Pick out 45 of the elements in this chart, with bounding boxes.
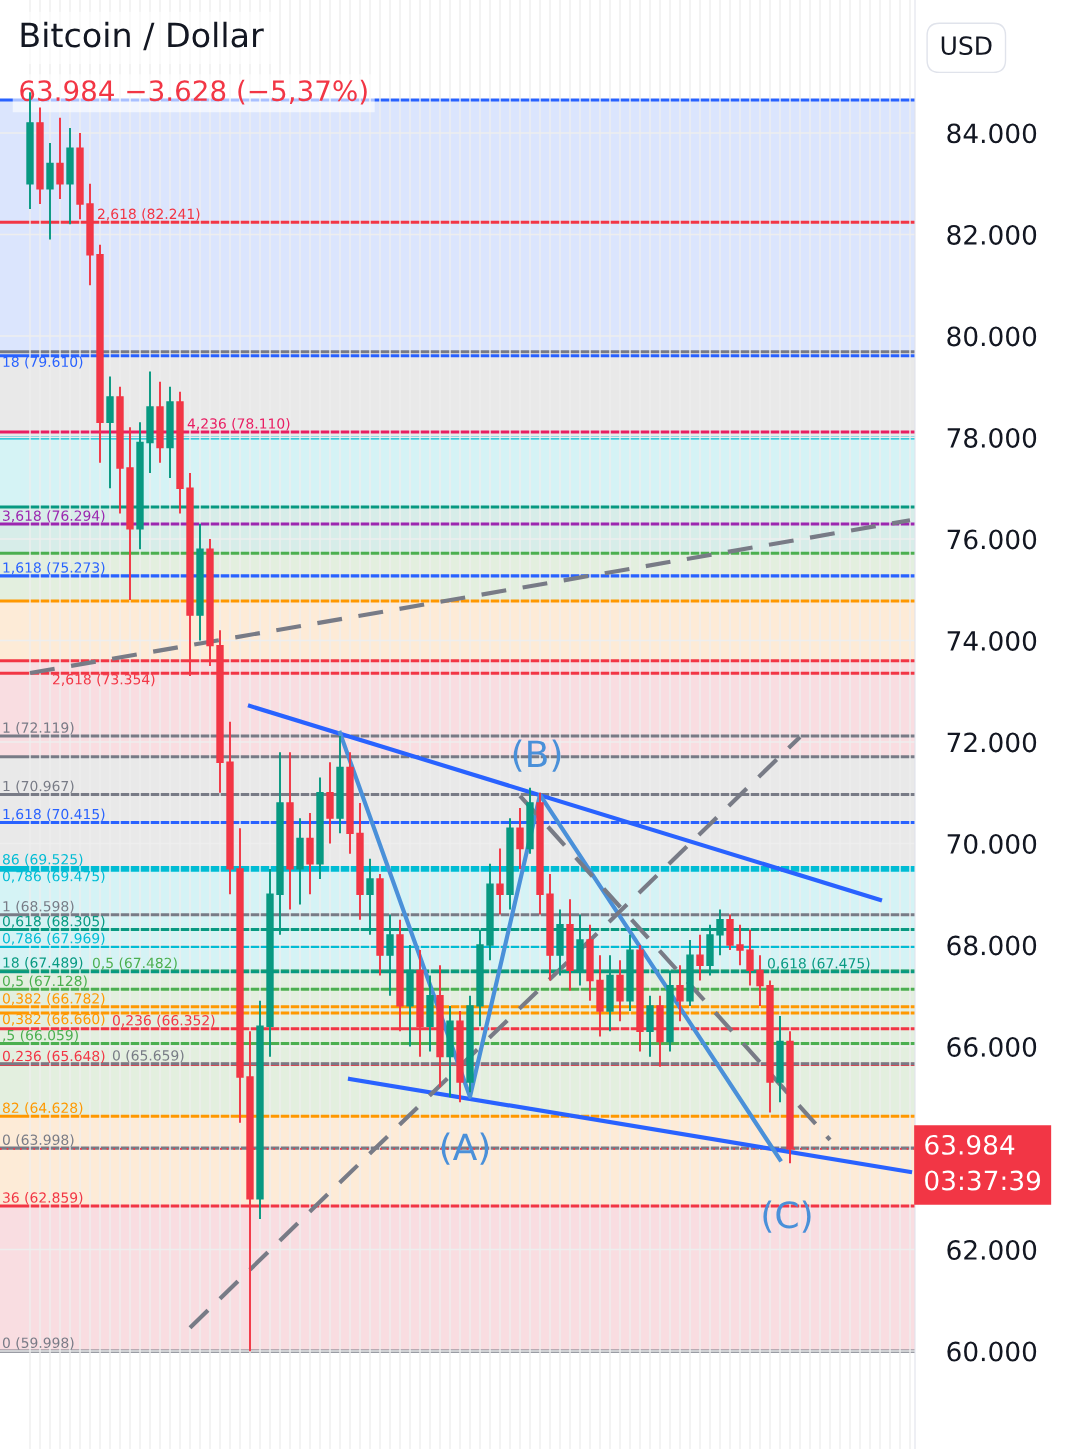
ref-line-label: 2,618 (73.354) bbox=[53, 673, 155, 687]
ref-line-label: 1,618 (75.273) bbox=[3, 562, 105, 575]
annotation: (C) bbox=[763, 1200, 811, 1233]
ref-line-label: 0,5 (67.482) bbox=[92, 957, 177, 970]
y-tick-label: 84.000 bbox=[947, 123, 1037, 144]
text: 63.984 03:37:39 bbox=[925, 1134, 1041, 1191]
ref-line-label: 0,786 (67.969) bbox=[2, 932, 105, 946]
y-tick-label: 78.000 bbox=[947, 427, 1037, 448]
ref-line-label: 0 (59.998) bbox=[2, 1337, 74, 1350]
ref-line-label: 18 (79.610) bbox=[3, 356, 83, 369]
ref-line-label: 0,786 (69.475) bbox=[2, 870, 105, 883]
y-tick-label: 82.000 bbox=[947, 224, 1037, 245]
ref-line-label: 3,618 (76.294) bbox=[3, 510, 105, 523]
y-tick-label: 66.000 bbox=[947, 1036, 1037, 1057]
y-tick-label: 62.000 bbox=[947, 1239, 1037, 1260]
y-tick-label: 70.000 bbox=[947, 833, 1037, 854]
text: USD bbox=[941, 36, 992, 56]
ref-line-label: 36 (62.859) bbox=[3, 1192, 83, 1205]
ref-line-label: 0 (65.659) bbox=[112, 1049, 184, 1063]
ref-line-label: 4,236 (78.110) bbox=[187, 418, 290, 431]
ref-line-label: 18 (67.489) bbox=[3, 957, 83, 970]
y-tick-label: 72.000 bbox=[947, 732, 1037, 753]
text: 63.984 −3.628 (−5,37%) bbox=[20, 79, 367, 105]
ref-line-label: 1 (68.598) bbox=[3, 900, 74, 914]
ref-line-label: 0,618 (67.475) bbox=[767, 957, 870, 971]
ref-line-label: 1 (70.967) bbox=[3, 780, 74, 793]
ref-line-label: 86 (69.525) bbox=[2, 853, 83, 867]
y-tick-label: 60.000 bbox=[947, 1341, 1037, 1362]
y-tick-label: 76.000 bbox=[947, 529, 1037, 550]
y-tick-label: 80.000 bbox=[947, 326, 1037, 347]
ref-line-label: 0,5 (67.128) bbox=[2, 975, 87, 988]
ref-line-label: 82 (64.628) bbox=[2, 1102, 83, 1115]
ref-line-label: 2,618 (82.241) bbox=[98, 208, 200, 221]
y-tick-label: 74.000 bbox=[947, 630, 1037, 651]
ref-line-label: 1,618 (70.415) bbox=[3, 808, 105, 821]
y-tick-label: 68.000 bbox=[947, 935, 1037, 956]
ref-line-label: 0,236 (66.352) bbox=[112, 1014, 215, 1028]
ref-line-label: 0,382 (66.782) bbox=[2, 992, 105, 1006]
ref-line-label: ,5 (66.059) bbox=[3, 1029, 78, 1043]
ref-line-label: 0,236 (65.648) bbox=[2, 1050, 105, 1063]
ref-line-label: 0,382 (66.660) bbox=[2, 1013, 105, 1026]
ref-line-label: 0 (63.998) bbox=[2, 1134, 74, 1147]
ref-line-label: 1 (72.119) bbox=[3, 722, 74, 735]
ref-line-label: 0,618 (68.305) bbox=[2, 915, 105, 929]
text: Bitcoin / Dollar bbox=[21, 21, 264, 51]
